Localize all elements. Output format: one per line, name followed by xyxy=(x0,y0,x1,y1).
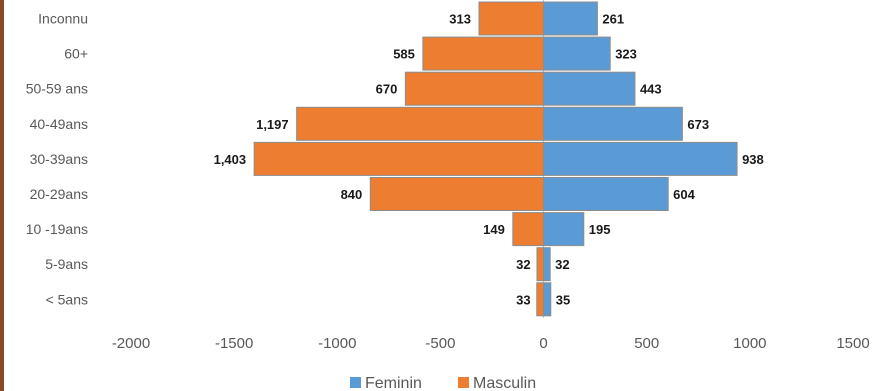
bar-feminin-0 xyxy=(543,1,598,36)
category-label: 10 -19ans xyxy=(26,221,88,237)
data-label-feminin: 938 xyxy=(742,152,764,167)
data-label-feminin: 673 xyxy=(687,117,709,132)
data-label-feminin: 32 xyxy=(555,257,569,272)
data-label-masculin: 585 xyxy=(393,47,415,62)
legend-swatch-masculin xyxy=(458,377,469,388)
bar-masculin-2 xyxy=(404,71,545,106)
x-tick-labels-group: -2000 -1500 -1000 -500 0 500 1000 1500 xyxy=(112,335,870,352)
data-label-feminin: 323 xyxy=(615,47,637,62)
data-label-feminin: 443 xyxy=(640,82,662,97)
data-label-masculin: 313 xyxy=(449,12,471,27)
bar-masculin-3 xyxy=(296,106,545,141)
data-labels-group: 261 313 323 585 443 670 673 1,197 938 1,403 604 840… xyxy=(214,12,764,308)
bar-masculin-6 xyxy=(512,212,545,247)
x-tick-label: -1000 xyxy=(318,335,356,352)
legend-label-masculin: Masculin xyxy=(473,375,536,391)
category-labels-group: Inconnu 60+ 50-59 ans 40-49ans 30-39ans 20-29… xyxy=(26,11,88,308)
category-label: < 5ans xyxy=(46,291,88,307)
data-label-masculin: 33 xyxy=(516,292,530,307)
bar-masculin-0 xyxy=(478,1,545,36)
left-edge-border xyxy=(0,0,4,391)
bar-masculin-1 xyxy=(422,36,545,71)
bar-feminin-3 xyxy=(543,106,683,141)
x-tick-label: 0 xyxy=(539,335,547,352)
x-tick-label: 1000 xyxy=(733,335,766,352)
data-label-feminin: 195 xyxy=(589,222,611,237)
x-tick-label: -2000 xyxy=(112,335,150,352)
bar-feminin-7 xyxy=(543,247,551,282)
bar-masculin-7 xyxy=(536,247,545,282)
bar-feminin-8 xyxy=(543,282,552,317)
data-label-masculin: 32 xyxy=(516,257,530,272)
legend-swatch-feminin xyxy=(350,377,361,388)
bar-feminin-4 xyxy=(543,141,738,176)
bar-feminin-5 xyxy=(543,177,669,211)
category-label: Inconnu xyxy=(38,11,88,27)
data-label-masculin: 840 xyxy=(341,187,363,202)
category-label: 60+ xyxy=(64,46,88,62)
data-label-feminin: 261 xyxy=(602,12,624,27)
legend-label-feminin: Feminin xyxy=(365,375,422,391)
data-label-feminin: 35 xyxy=(556,292,570,307)
category-label: 30-39ans xyxy=(30,151,88,167)
data-label-feminin: 604 xyxy=(673,187,695,202)
bar-masculin-8 xyxy=(536,282,545,317)
data-label-masculin: 1,403 xyxy=(214,152,247,167)
bar-feminin-1 xyxy=(543,36,611,71)
bar-masculin-5 xyxy=(369,177,545,211)
bars-group xyxy=(253,1,738,317)
category-label: 20-29ans xyxy=(30,186,88,202)
x-tick-label: 1500 xyxy=(836,335,869,352)
bar-feminin-2 xyxy=(543,71,636,106)
data-label-masculin: 1,197 xyxy=(256,117,289,132)
x-tick-label: -1500 xyxy=(215,335,253,352)
bar-feminin-6 xyxy=(543,212,585,247)
x-tick-label: -500 xyxy=(425,335,455,352)
legend: Feminin Masculin xyxy=(350,375,536,391)
data-label-masculin: 670 xyxy=(376,82,398,97)
category-label: 50-59 ans xyxy=(26,81,88,97)
data-label-masculin: 149 xyxy=(483,222,505,237)
bar-masculin-4 xyxy=(253,141,545,176)
x-tick-label: 500 xyxy=(634,335,659,352)
category-label: 40-49ans xyxy=(30,116,88,132)
category-label: 5-9ans xyxy=(45,256,88,272)
